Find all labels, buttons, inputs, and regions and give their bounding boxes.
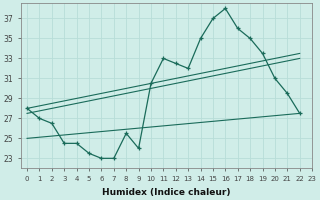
X-axis label: Humidex (Indice chaleur): Humidex (Indice chaleur) [102, 188, 231, 197]
